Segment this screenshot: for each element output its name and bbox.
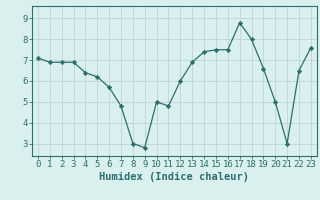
X-axis label: Humidex (Indice chaleur): Humidex (Indice chaleur) (100, 172, 249, 182)
